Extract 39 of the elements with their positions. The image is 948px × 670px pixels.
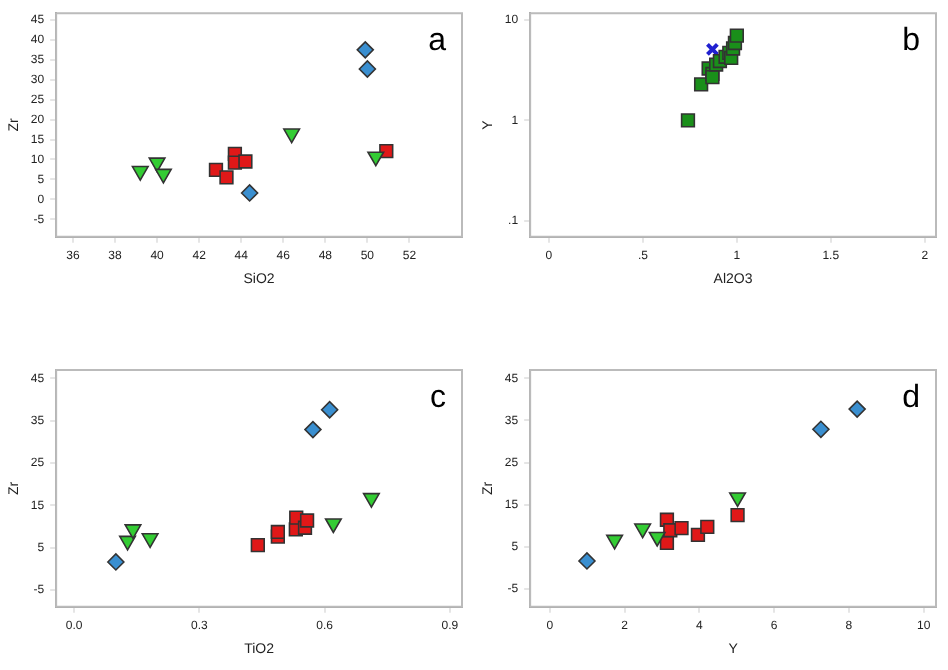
annotation: b: [902, 24, 921, 59]
point: [812, 420, 830, 439]
point: [729, 28, 744, 43]
point: [362, 492, 380, 508]
point: [107, 553, 125, 571]
point: [304, 420, 322, 439]
point: [680, 113, 696, 128]
point: [634, 523, 652, 539]
point: [320, 400, 339, 419]
point: [240, 184, 259, 202]
point: [848, 400, 866, 418]
point: [131, 165, 149, 181]
point: [219, 170, 234, 185]
point: [299, 513, 315, 528]
point: [283, 128, 301, 144]
point: [141, 533, 159, 549]
point: [154, 168, 172, 184]
point: [367, 151, 385, 167]
point: [250, 537, 265, 553]
point: [606, 534, 624, 550]
point: [324, 518, 342, 534]
point: [693, 77, 709, 92]
point: [705, 42, 720, 57]
point: [674, 520, 689, 536]
annotation: c: [430, 380, 446, 415]
point: [728, 492, 747, 508]
point: [700, 519, 715, 535]
point: [356, 41, 375, 59]
point: [270, 524, 286, 540]
point: [148, 157, 166, 173]
point: [124, 524, 142, 540]
point: [578, 552, 596, 570]
point: [648, 531, 666, 547]
point: [730, 507, 745, 523]
point: [358, 60, 377, 78]
annotation: a: [428, 24, 447, 59]
point: [118, 535, 137, 551]
annotation: d: [902, 380, 920, 415]
point: [238, 154, 253, 169]
